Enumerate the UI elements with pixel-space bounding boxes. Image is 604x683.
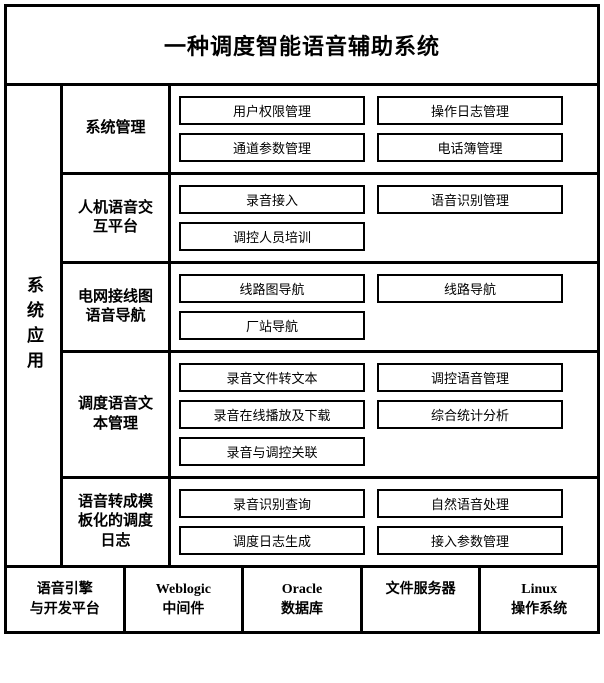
- diagram-title: 一种调度智能语音辅助系统: [7, 29, 597, 61]
- module-row: 人机语音交 互平台录音接入语音识别管理调控人员培训: [63, 175, 597, 264]
- module-items: 用户权限管理操作日志管理通道参数管理电话簿管理: [171, 86, 597, 172]
- module-row: 调度语音文 本管理录音文件转文本调控语音管理录音在线播放及下载综合统计分析录音与…: [63, 353, 597, 479]
- module-items: 录音接入语音识别管理调控人员培训: [171, 175, 597, 261]
- bottom-cell: Weblogic 中间件: [126, 568, 245, 631]
- module-item: 厂站导航: [179, 311, 365, 340]
- bottom-cell: 语音引擎 与开发平台: [7, 568, 126, 631]
- module-item: 用户权限管理: [179, 96, 365, 125]
- module-item: 综合统计分析: [377, 400, 563, 429]
- module-items: 录音文件转文本调控语音管理录音在线播放及下载综合统计分析录音与调控关联: [171, 353, 597, 476]
- module-item: 接入参数管理: [377, 526, 563, 555]
- main-area: 系统应用 系统管理用户权限管理操作日志管理通道参数管理电话簿管理人机语音交 互平…: [7, 86, 597, 568]
- module-item: 语音识别管理: [377, 185, 563, 214]
- module-item: 通道参数管理: [179, 133, 365, 162]
- module-item: 录音接入: [179, 185, 365, 214]
- module-item: 线路图导航: [179, 274, 365, 303]
- bottom-cell: 文件服务器: [363, 568, 482, 631]
- module-items: 线路图导航线路导航厂站导航: [171, 264, 597, 350]
- modules-column: 系统管理用户权限管理操作日志管理通道参数管理电话簿管理人机语音交 互平台录音接入…: [63, 86, 597, 565]
- bottom-cell: Oracle 数据库: [244, 568, 363, 631]
- module-item: 操作日志管理: [377, 96, 563, 125]
- bottom-cell: Linux 操作系统: [481, 568, 597, 631]
- module-row: 语音转成模 板化的调度 日志录音识别查询自然语音处理调度日志生成接入参数管理: [63, 479, 597, 565]
- side-label: 系统应用: [21, 276, 46, 376]
- title-row: 一种调度智能语音辅助系统: [7, 7, 597, 86]
- module-item: 电话簿管理: [377, 133, 563, 162]
- module-item: 录音与调控关联: [179, 437, 365, 466]
- module-label: 人机语音交 互平台: [63, 175, 171, 261]
- module-label: 电网接线图 语音导航: [63, 264, 171, 350]
- bottom-row: 语音引擎 与开发平台Weblogic 中间件Oracle 数据库文件服务器Lin…: [7, 568, 597, 631]
- module-row: 电网接线图 语音导航线路图导航线路导航厂站导航: [63, 264, 597, 353]
- diagram-container: 一种调度智能语音辅助系统 系统应用 系统管理用户权限管理操作日志管理通道参数管理…: [4, 4, 600, 634]
- module-item: 录音识别查询: [179, 489, 365, 518]
- side-column: 系统应用: [7, 86, 63, 565]
- module-label: 调度语音文 本管理: [63, 353, 171, 476]
- module-item: 录音在线播放及下载: [179, 400, 365, 429]
- module-item: 调控语音管理: [377, 363, 563, 392]
- module-item: 调控人员培训: [179, 222, 365, 251]
- module-item: 线路导航: [377, 274, 563, 303]
- module-items: 录音识别查询自然语音处理调度日志生成接入参数管理: [171, 479, 597, 565]
- module-item: 调度日志生成: [179, 526, 365, 555]
- module-label: 系统管理: [63, 86, 171, 172]
- module-label: 语音转成模 板化的调度 日志: [63, 479, 171, 565]
- module-item: 自然语音处理: [377, 489, 563, 518]
- module-row: 系统管理用户权限管理操作日志管理通道参数管理电话簿管理: [63, 86, 597, 175]
- module-item: 录音文件转文本: [179, 363, 365, 392]
